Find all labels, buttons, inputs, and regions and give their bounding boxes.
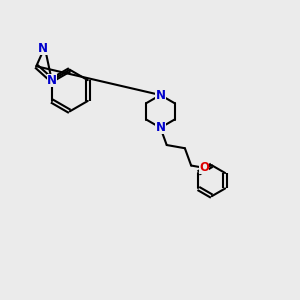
- Text: N: N: [38, 42, 48, 55]
- Text: O: O: [199, 161, 209, 174]
- Text: N: N: [155, 88, 165, 101]
- Text: N: N: [155, 121, 165, 134]
- Text: N: N: [47, 74, 57, 87]
